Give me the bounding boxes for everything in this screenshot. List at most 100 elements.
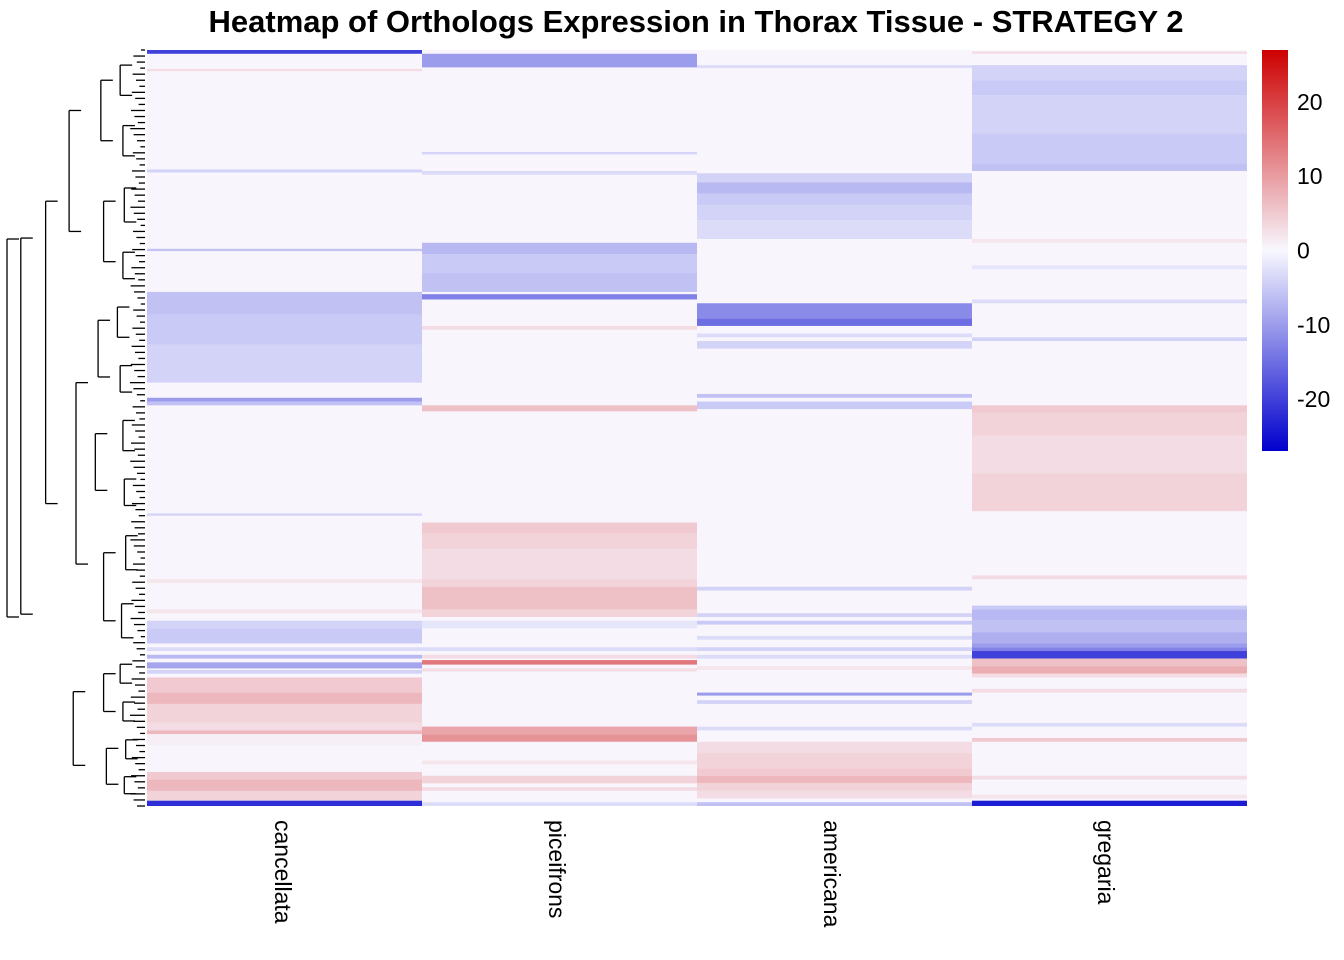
heatmap-cell <box>972 647 1247 652</box>
heatmap-cell <box>147 344 422 383</box>
heatmap-cell <box>422 325 697 330</box>
heatmap-cell <box>147 397 422 402</box>
heatmap-cell <box>422 654 697 659</box>
heatmap-cell <box>422 802 697 806</box>
heatmap-cell <box>697 204 972 221</box>
heatmap-cell <box>147 722 422 731</box>
heatmap-cell <box>147 790 422 801</box>
heatmap-cell <box>147 609 422 614</box>
heatmap-cell <box>147 800 422 806</box>
heatmap-cell <box>147 734 422 746</box>
heatmap-cell <box>972 666 1247 674</box>
heatmap-cell <box>972 239 1247 243</box>
heatmap-cell <box>972 473 1247 512</box>
heatmap-cell <box>972 95 1247 134</box>
heatmap-cell <box>697 654 972 659</box>
heatmap-cell <box>972 800 1247 806</box>
heatmap-cell <box>422 533 697 549</box>
heatmap-cell <box>697 318 972 326</box>
heatmap-cell <box>972 405 1247 413</box>
column-labels: cancellata piceifrons americana gregaria <box>270 820 1119 928</box>
heatmap-cell <box>972 299 1247 304</box>
heatmap-cell <box>972 609 1247 621</box>
heatmap-cell <box>697 753 972 769</box>
heatmap-cell <box>972 435 1247 474</box>
heatmap-cell <box>147 401 422 406</box>
heatmap-cell <box>147 703 422 723</box>
heatmap-cell <box>147 654 422 659</box>
heatmap-cell <box>972 163 1247 171</box>
heatmap-cell <box>147 620 422 629</box>
heatmap-cell <box>972 133 1247 164</box>
heatmap-cell <box>422 647 697 652</box>
heatmap-cell <box>147 669 422 674</box>
chart-title: Heatmap of Orthologs Expression in Thora… <box>209 4 1184 39</box>
heatmap-cell <box>147 730 422 735</box>
heatmap-cell <box>147 513 422 516</box>
column-label-cancellata: cancellata <box>270 820 296 924</box>
legend-tick: 20 <box>1297 89 1323 115</box>
heatmap-cell <box>422 522 697 534</box>
heatmap-cell <box>147 248 422 252</box>
heatmap-cell <box>697 692 972 696</box>
heatmap-cell <box>147 628 422 644</box>
heatmap-cell <box>697 700 972 704</box>
heatmap-cell <box>697 586 972 591</box>
heatmap-cell <box>972 575 1247 580</box>
heatmap-cell <box>697 647 972 652</box>
heatmap-cell <box>972 651 1247 659</box>
heatmap-cell <box>422 242 697 255</box>
heatmap-cell <box>972 688 1247 693</box>
heatmap-cell <box>422 775 697 784</box>
heatmap-cell <box>422 734 697 742</box>
heatmap-cell <box>147 677 422 693</box>
heatmap-cell <box>697 802 972 806</box>
heatmap-cell <box>422 254 697 274</box>
heatmap-cell <box>972 265 1247 270</box>
heatmap-cell <box>147 169 422 173</box>
legend-tick: -10 <box>1297 312 1330 338</box>
heatmap-cell <box>697 173 972 183</box>
heatmap-cell <box>147 662 422 669</box>
column-label-americana: americana <box>819 820 845 928</box>
heatmap-cell <box>697 193 972 205</box>
legend-tick: -20 <box>1297 386 1330 412</box>
heatmap-cell <box>422 660 697 665</box>
heatmap-cell <box>147 771 422 780</box>
column-label-piceifrons: piceifrons <box>544 820 570 918</box>
heatmap-cell <box>422 170 697 175</box>
heatmap-cell <box>422 579 697 587</box>
heatmap-cell <box>697 726 972 731</box>
row-dendrogram <box>6 49 145 807</box>
heatmap-cell <box>147 579 422 583</box>
heatmap-cell <box>697 333 972 338</box>
heatmap-cell <box>697 393 972 398</box>
heatmap-cell <box>972 51 1247 54</box>
heatmap-cell <box>422 586 697 610</box>
heatmap-cell <box>972 658 1247 667</box>
heatmap-cell <box>147 50 422 54</box>
heatmap-cell <box>422 620 697 629</box>
heatmap-cells <box>147 50 1247 806</box>
heatmap-cell <box>697 768 972 776</box>
legend-tick: 0 <box>1297 238 1310 264</box>
heatmap-column-piceifrons <box>422 50 697 806</box>
heatmap-cell <box>972 620 1247 633</box>
heatmap-cell <box>147 291 422 315</box>
heatmap-cell <box>697 620 972 625</box>
heatmap-cell <box>972 673 1247 678</box>
heatmap-cell <box>147 692 422 704</box>
heatmap-cell <box>697 666 972 670</box>
heatmap-cell <box>697 401 972 410</box>
heatmap-cell <box>697 775 972 784</box>
heatmap-cell <box>972 337 1247 342</box>
heatmap-cell <box>972 632 1247 644</box>
heatmap-cell <box>147 314 422 345</box>
heatmap-cell <box>697 303 972 319</box>
heatmap-cell <box>697 783 972 791</box>
heatmap-cell <box>972 412 1247 436</box>
heatmap-cell <box>422 548 697 580</box>
heatmap-cell <box>422 609 697 617</box>
heatmap-cell <box>972 80 1247 96</box>
